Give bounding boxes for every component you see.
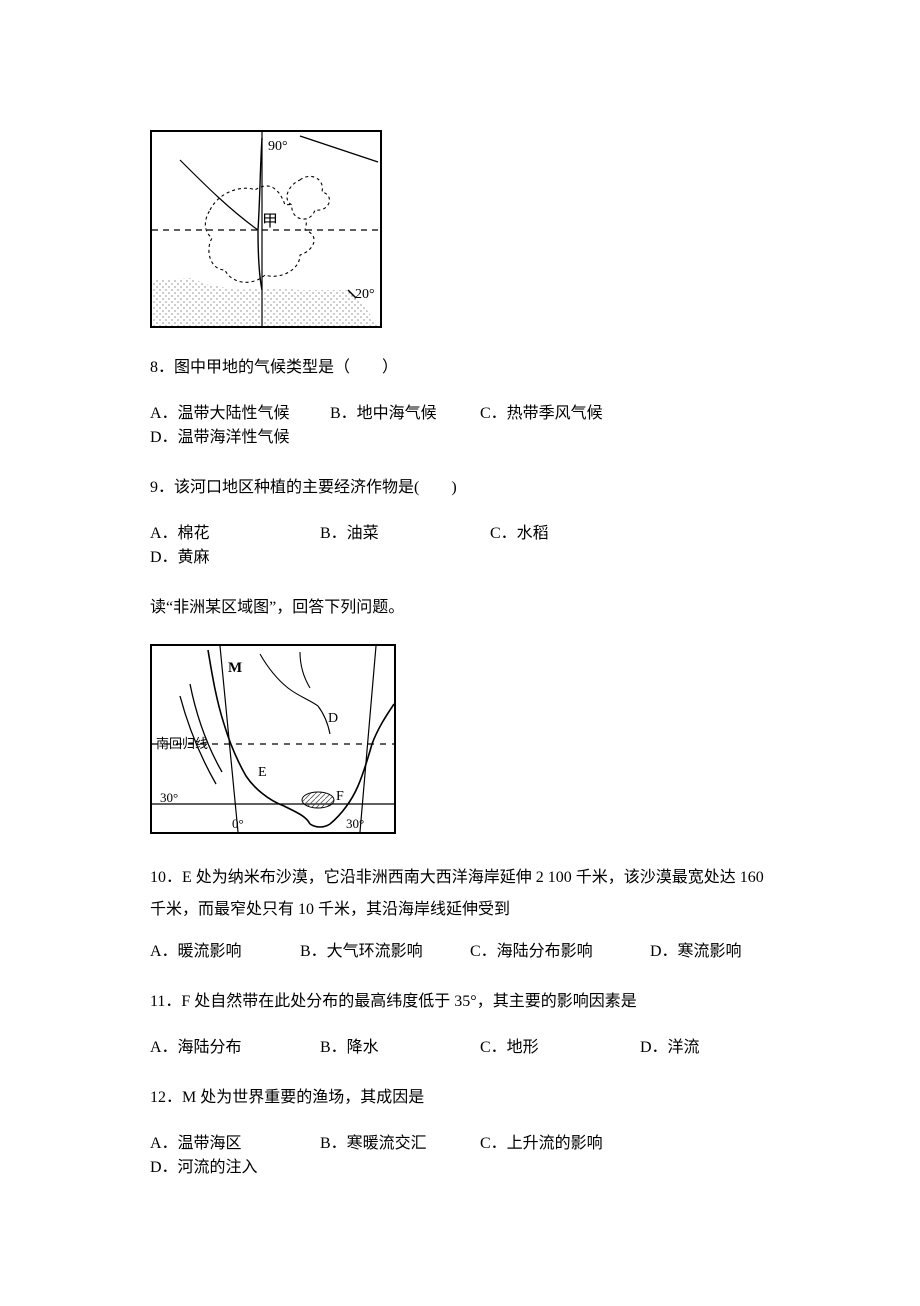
label-30E: 30° <box>346 816 364 831</box>
q9-B[interactable]: B．油菜 <box>320 522 490 546</box>
q12-options: A．温带海区 B．寒暖流交汇 C．上升流的影响 D．河流的注入 <box>150 1132 770 1180</box>
label-0: 0° <box>232 816 244 831</box>
q11-A[interactable]: A．海陆分布 <box>150 1036 320 1060</box>
label-E: E <box>258 765 267 780</box>
q9-options: A．棉花 B．油菜 C．水稻 D．黄麻 <box>150 522 770 570</box>
q11-D[interactable]: D．洋流 <box>640 1036 760 1060</box>
label-30S: 30° <box>160 790 178 805</box>
label-tropic: 南回归线 <box>156 736 208 751</box>
q9-C[interactable]: C．水稻 <box>490 522 660 546</box>
q10-options: A．暖流影响 B．大气环流影响 C．海陆分布影响 D．寒流影响 <box>150 940 770 964</box>
q11-options: A．海陆分布 B．降水 C．地形 D．洋流 <box>150 1036 770 1060</box>
q10-B[interactable]: B．大气环流影响 <box>300 940 470 964</box>
q12-D[interactable]: D．河流的注入 <box>150 1156 290 1180</box>
label-jia: 甲 <box>262 213 278 230</box>
exam-page: 90° 20° 甲 8．图中甲地的气候类型是（ ） A．温带大陆性气候 B．地中… <box>0 0 920 1306</box>
map-svg-2: M D E F 南回归线 30° 0° 30° <box>150 644 396 834</box>
figure-2: M D E F 南回归线 30° 0° 30° <box>150 644 770 834</box>
q12-C[interactable]: C．上升流的影响 <box>480 1132 650 1156</box>
passage-2: 读“非洲某区域图”，回答下列问题。 <box>150 596 770 620</box>
q11-C[interactable]: C．地形 <box>480 1036 640 1060</box>
q8-stem: 8．图中甲地的气候类型是（ ） <box>150 356 770 380</box>
label-90deg: 90° <box>268 139 288 154</box>
label-D: D <box>328 711 338 726</box>
q10-C[interactable]: C．海陆分布影响 <box>470 940 650 964</box>
q12-A[interactable]: A．温带海区 <box>150 1132 320 1156</box>
q12-B[interactable]: B．寒暖流交汇 <box>320 1132 480 1156</box>
q9-stem: 9．该河口地区种植的主要经济作物是( ) <box>150 476 770 500</box>
q12-stem: 12．M 处为世界重要的渔场，其成因是 <box>150 1086 770 1110</box>
q10-D[interactable]: D．寒流影响 <box>650 940 770 964</box>
q10-A[interactable]: A．暖流影响 <box>150 940 300 964</box>
label-F: F <box>336 789 344 804</box>
q9-D[interactable]: D．黄麻 <box>150 546 320 570</box>
q11-stem: 11．F 处自然带在此处分布的最高纬度低于 35°，其主要的影响因素是 <box>150 990 770 1014</box>
figure-1: 90° 20° 甲 <box>150 130 770 328</box>
q8-options: A．温带大陆性气候 B．地中海气候 C．热带季风气候 D．温带海洋性气候 <box>150 402 770 450</box>
q10-stem: 10．E 处为纳米布沙漠，它沿非洲西南大西洋海岸延伸 2 100 千米，该沙漠最… <box>150 862 770 926</box>
q8-B[interactable]: B．地中海气候 <box>330 402 480 426</box>
q9-A[interactable]: A．棉花 <box>150 522 320 546</box>
q8-C[interactable]: C．热带季风气候 <box>480 402 650 426</box>
q11-B[interactable]: B．降水 <box>320 1036 480 1060</box>
label-M: M <box>228 660 242 676</box>
q8-D[interactable]: D．温带海洋性气候 <box>150 426 310 450</box>
map-svg-1: 90° 20° 甲 <box>150 130 382 328</box>
label-20deg: 20° <box>355 287 375 302</box>
q8-A[interactable]: A．温带大陆性气候 <box>150 402 330 426</box>
